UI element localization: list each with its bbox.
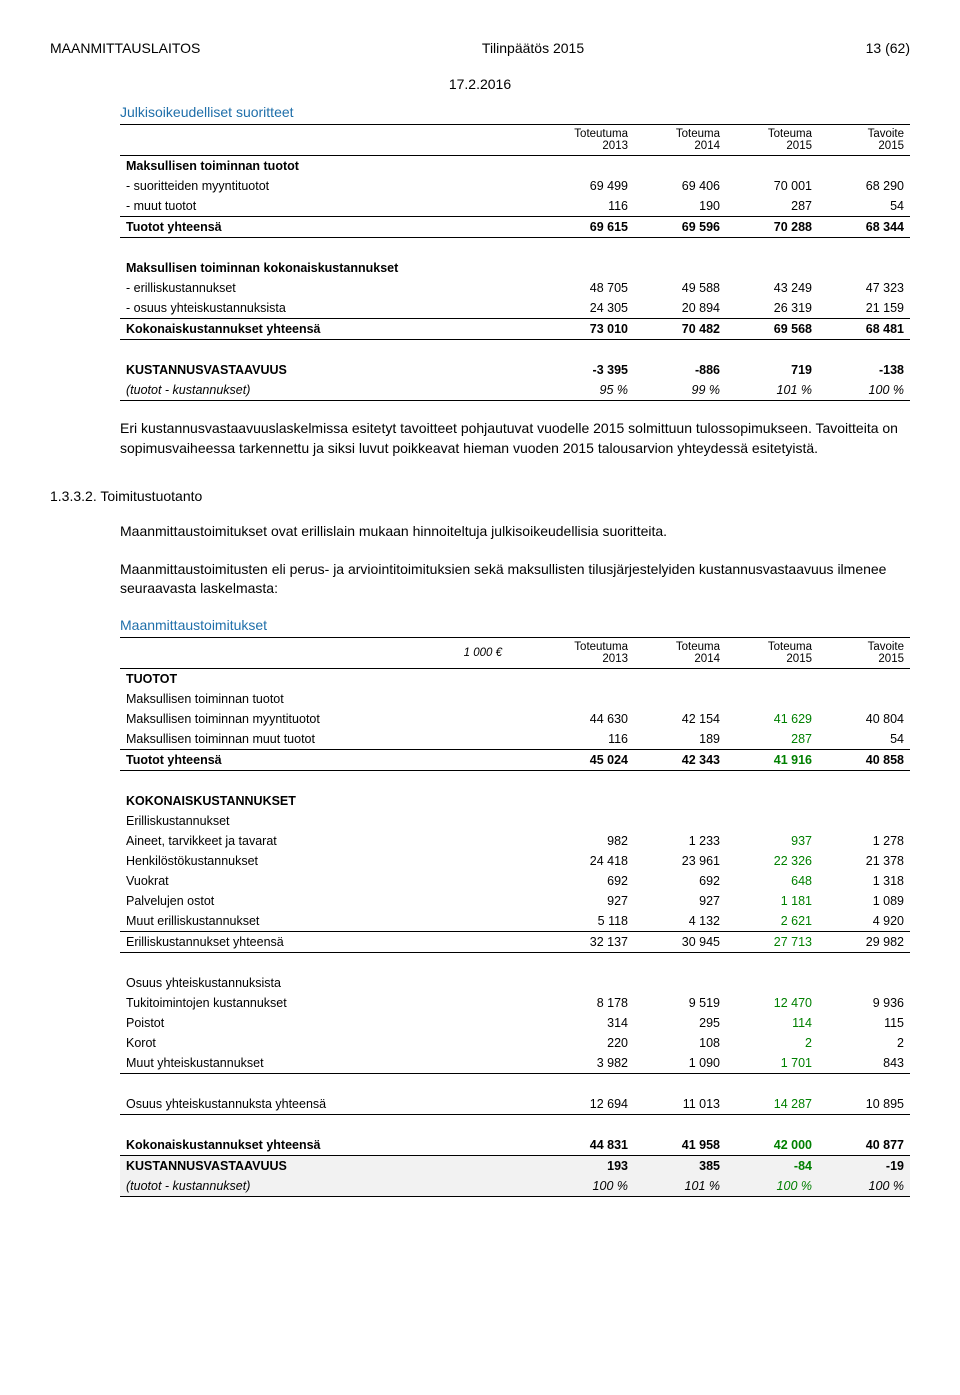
- header-right: 13 (62): [866, 40, 910, 56]
- table2-title: Maanmittaustoimitukset: [120, 617, 910, 633]
- page-header: MAANMITTAUSLAITOS Tilinpäätös 2015 13 (6…: [50, 40, 910, 56]
- section2-p1: Maanmittaustoimitukset ovat erillislain …: [120, 522, 910, 542]
- section2-p2: Maanmittaustoimitusten eli perus- ja arv…: [120, 560, 910, 599]
- header-date: 17.2.2016: [50, 76, 910, 92]
- table1: Toteutuma 2013Toteuma 2014Toteuma 2015Ta…: [120, 124, 910, 401]
- section2-heading: 1.3.3.2. Toimitustuotanto: [50, 488, 910, 504]
- table2: 1 000 €Toteutuma 2013Toteuma 2014Toteuma…: [120, 637, 910, 1197]
- header-center: Tilinpäätös 2015: [482, 40, 584, 56]
- header-left: MAANMITTAUSLAITOS: [50, 40, 200, 56]
- table1-title: Julkisoikeudelliset suoritteet: [120, 104, 910, 120]
- paragraph-1: Eri kustannusvastaavuuslaskelmissa esite…: [120, 419, 910, 458]
